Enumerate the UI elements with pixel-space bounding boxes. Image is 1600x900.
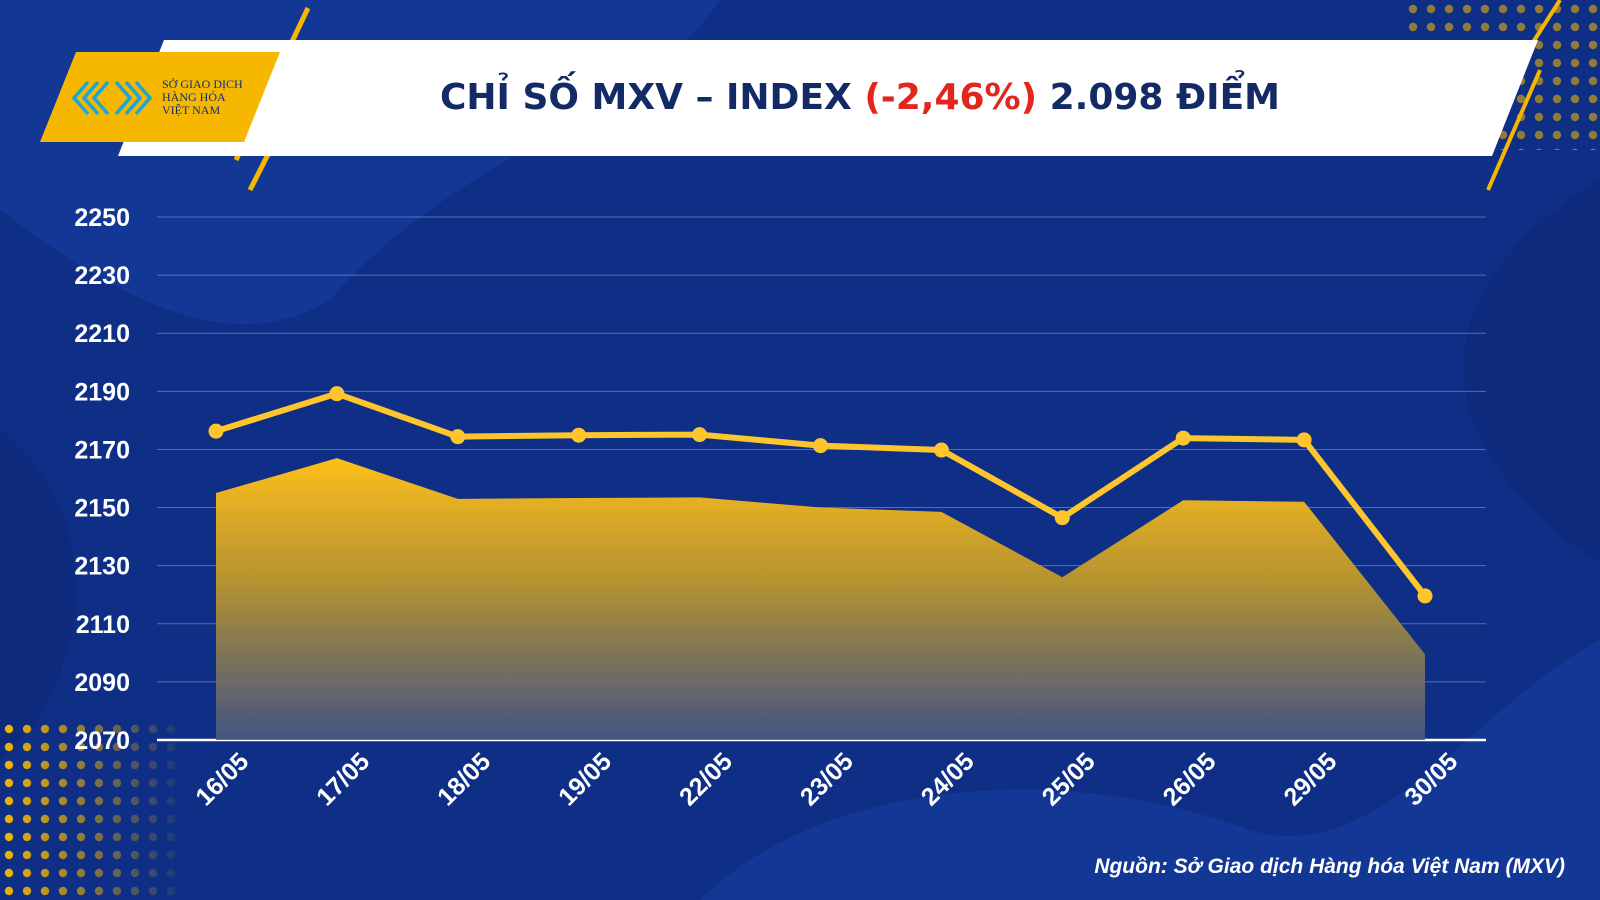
y-tick-label: 2190 <box>74 378 130 406</box>
x-tick-label: 30/05 <box>1399 747 1463 811</box>
line-series <box>208 386 1433 604</box>
data-point <box>813 438 828 454</box>
y-tick-label: 2070 <box>74 727 130 755</box>
logo-text: SỞ GIAO DỊCH HÀNG HÓA VIỆT NAM <box>162 78 262 117</box>
title-prefix: CHỈ SỐ MXV – INDEX <box>439 77 865 118</box>
data-point <box>571 427 587 443</box>
x-axis: 16/05 17/05 18/05 19/05 22/05 23/05 24/05 25/05… <box>190 747 1463 811</box>
bg-wave-bottom <box>700 640 1600 900</box>
x-tick-label: 23/05 <box>795 747 859 811</box>
x-tick-label: 18/05 <box>432 747 496 811</box>
data-point <box>208 423 224 439</box>
data-point <box>329 386 345 402</box>
x-tick-label: 16/05 <box>190 747 254 811</box>
y-tick-label: 2090 <box>74 669 130 697</box>
accent-stripe-4 <box>1486 69 1542 191</box>
y-tick-label: 2130 <box>74 553 130 581</box>
data-point <box>692 427 708 443</box>
data-point <box>1054 510 1070 526</box>
x-tick-label: 25/05 <box>1037 747 1101 811</box>
source-note: Nguồn: Sở Giao dịch Hàng hóa Việt Nam (M… <box>1094 855 1565 878</box>
data-point <box>450 429 466 445</box>
logo-line-2: HÀNG HÓA <box>162 90 226 104</box>
y-tick-label: 2110 <box>76 611 130 639</box>
x-tick-label: 19/05 <box>553 747 617 811</box>
data-point <box>1296 432 1312 448</box>
bg-wave-right <box>1463 180 1600 560</box>
x-tick-label: 29/05 <box>1278 747 1342 811</box>
x-tick-label: 26/05 <box>1158 747 1222 811</box>
logo-chevron-icon <box>71 80 153 116</box>
data-point <box>1175 430 1191 446</box>
title-banner <box>118 40 1538 156</box>
logo-line-1: SỞ GIAO DỊCH <box>162 77 243 91</box>
logo-plate <box>40 52 280 142</box>
y-tick-label: 2170 <box>74 436 130 464</box>
y-axis: 2070 2090 2110 2130 2150 2170 2190 2210 2230 2250 <box>74 204 130 755</box>
x-tick-label: 17/05 <box>311 747 375 811</box>
data-point <box>933 442 949 458</box>
bg-wave-left <box>0 430 76 760</box>
x-tick-label: 24/05 <box>916 747 980 811</box>
y-tick-label: 2210 <box>74 320 130 348</box>
chart-title: CHỈ SỐ MXV – INDEX (-2,46%) 2.098 ĐIỂM <box>300 70 1420 126</box>
logo-line-3: VIỆT NAM <box>162 103 221 117</box>
data-point <box>1417 588 1433 604</box>
title-change: (-2,46%) <box>864 77 1038 118</box>
y-tick-label: 2230 <box>74 262 130 290</box>
y-tick-label: 2250 <box>74 204 130 232</box>
area-fill <box>216 458 1425 740</box>
dot-pattern-bottom-left <box>0 720 190 900</box>
x-tick-label: 22/05 <box>674 747 738 811</box>
area-series <box>216 458 1425 740</box>
title-suffix: 2.098 ĐIỂM <box>1037 77 1280 118</box>
y-tick-label: 2150 <box>74 495 130 523</box>
